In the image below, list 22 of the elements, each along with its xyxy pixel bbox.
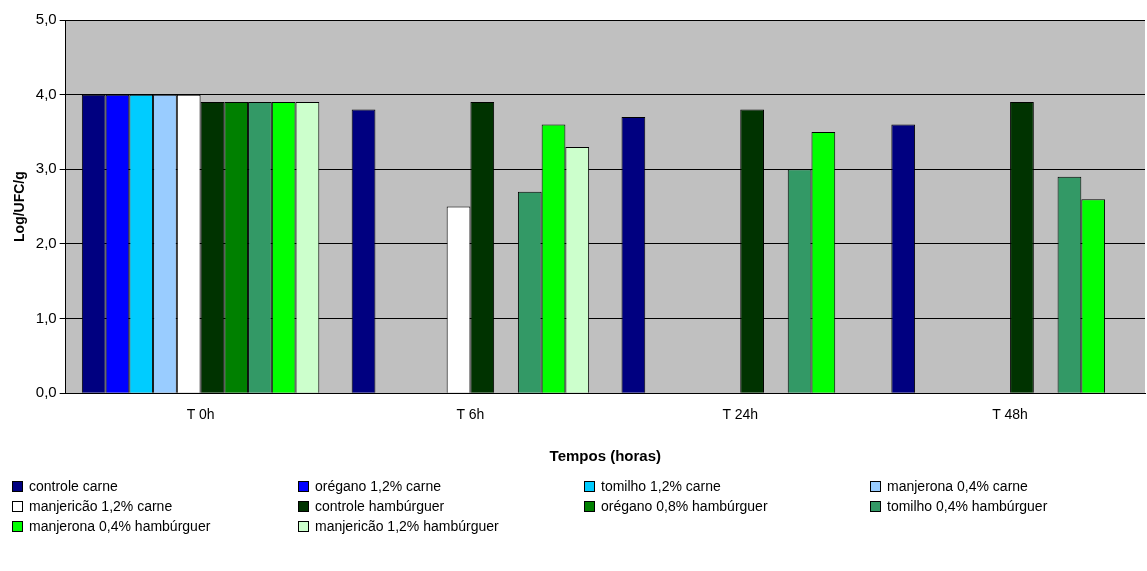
y-tick-label: 3,0: [35, 159, 57, 177]
legend-label: tomilho 0,4% hambúrguer: [887, 498, 1048, 514]
legend-label: manjericão 1,2% hambúrguer: [315, 518, 499, 534]
legend-label: controle hambúrguer: [315, 498, 445, 514]
legend-label: orégano 1,2% carne: [315, 478, 442, 494]
legend-label: orégano 0,8% hambúrguer: [601, 498, 768, 514]
legend-label: manjerona 0,4% hambúrguer: [29, 518, 211, 534]
legend-label: manjericão 1,2% carne: [29, 498, 173, 514]
y-tick-label: 5,0: [35, 10, 57, 28]
x-tick-label: T 48h: [992, 406, 1028, 423]
x-tick-label: T 24h: [722, 406, 759, 423]
x-axis-title: Tempos (horas): [549, 447, 662, 465]
x-tick-label: T 0h: [186, 406, 215, 423]
legend-label: manjerona 0,4% carne: [887, 478, 1028, 494]
legend-label: tomilho 1,2% carne: [601, 478, 721, 494]
y-tick-label: 2,0: [35, 234, 57, 252]
x-tick-label: T 6h: [456, 406, 485, 423]
y-tick-label: 4,0: [35, 84, 57, 102]
y-tick-label: 0,0: [35, 383, 57, 401]
y-tick-label: 1,0: [35, 308, 57, 326]
y-axis-title: Log/UFC/g: [11, 171, 28, 242]
legend-label: controle carne: [29, 478, 118, 494]
